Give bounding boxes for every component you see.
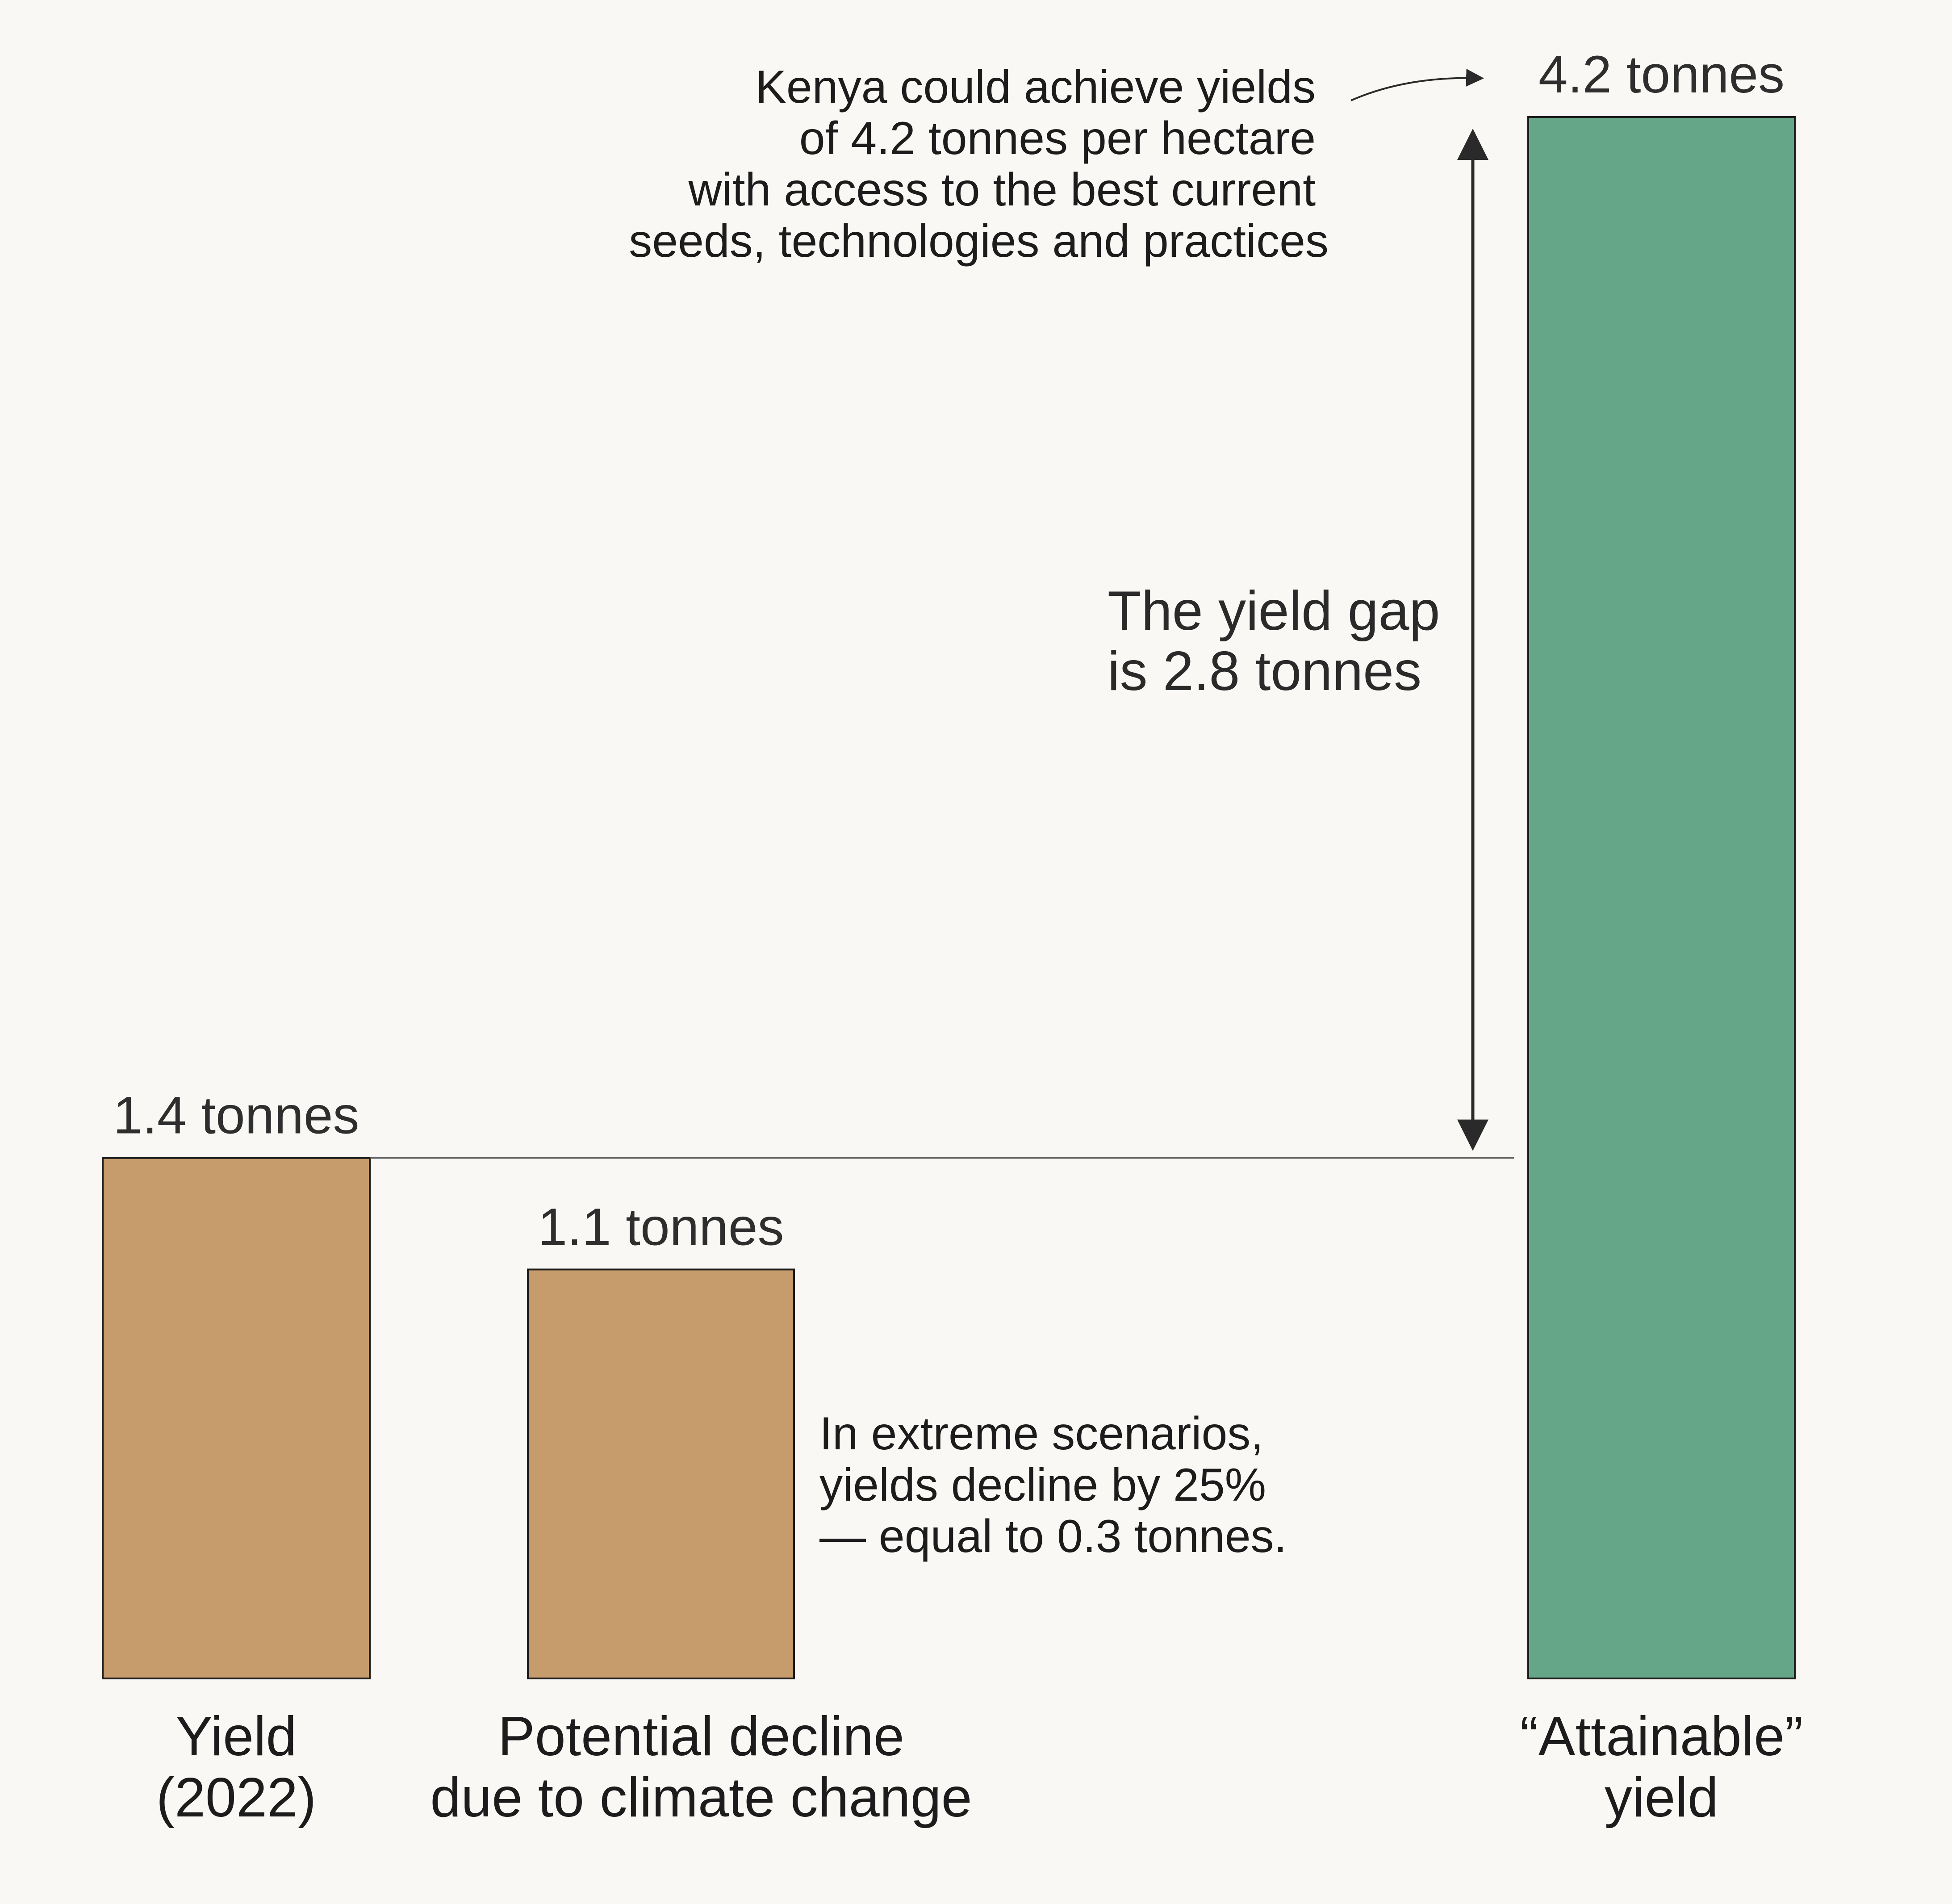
attainable-pointer-arrow <box>1350 69 1484 101</box>
category-label-yield-2022: Yield (2022) <box>156 1706 316 1829</box>
decline-note: In extreme scenarios, yields decline by … <box>819 1408 1287 1562</box>
value-label-yield-2022: 1.4 tonnes <box>113 1086 359 1145</box>
category-label-line: due to climate change <box>430 1767 972 1829</box>
category-label-line: Potential decline <box>498 1706 904 1767</box>
category-label-potential-decline: Potential decline due to climate change <box>430 1706 972 1829</box>
value-label-attainable-yield: 4.2 tonnes <box>1538 45 1785 104</box>
category-label-line: “Attainable” <box>1520 1706 1803 1767</box>
value-label-potential-decline: 1.1 tonnes <box>538 1197 784 1256</box>
category-label-line: Yield <box>176 1706 297 1767</box>
attainable-note: Kenya could achieve yields of 4.2 tonnes… <box>629 61 1329 267</box>
category-label-attainable-yield: “Attainable” yield <box>1520 1706 1803 1829</box>
bar-yield-2022 <box>102 1157 371 1680</box>
category-label-line: yield <box>1605 1767 1718 1829</box>
category-label-line: (2022) <box>156 1767 316 1829</box>
bar-attainable-yield <box>1527 116 1796 1679</box>
bar-potential-decline <box>527 1268 795 1679</box>
yield-gap-note: The yield gap is 2.8 tonnes <box>1108 580 1455 702</box>
